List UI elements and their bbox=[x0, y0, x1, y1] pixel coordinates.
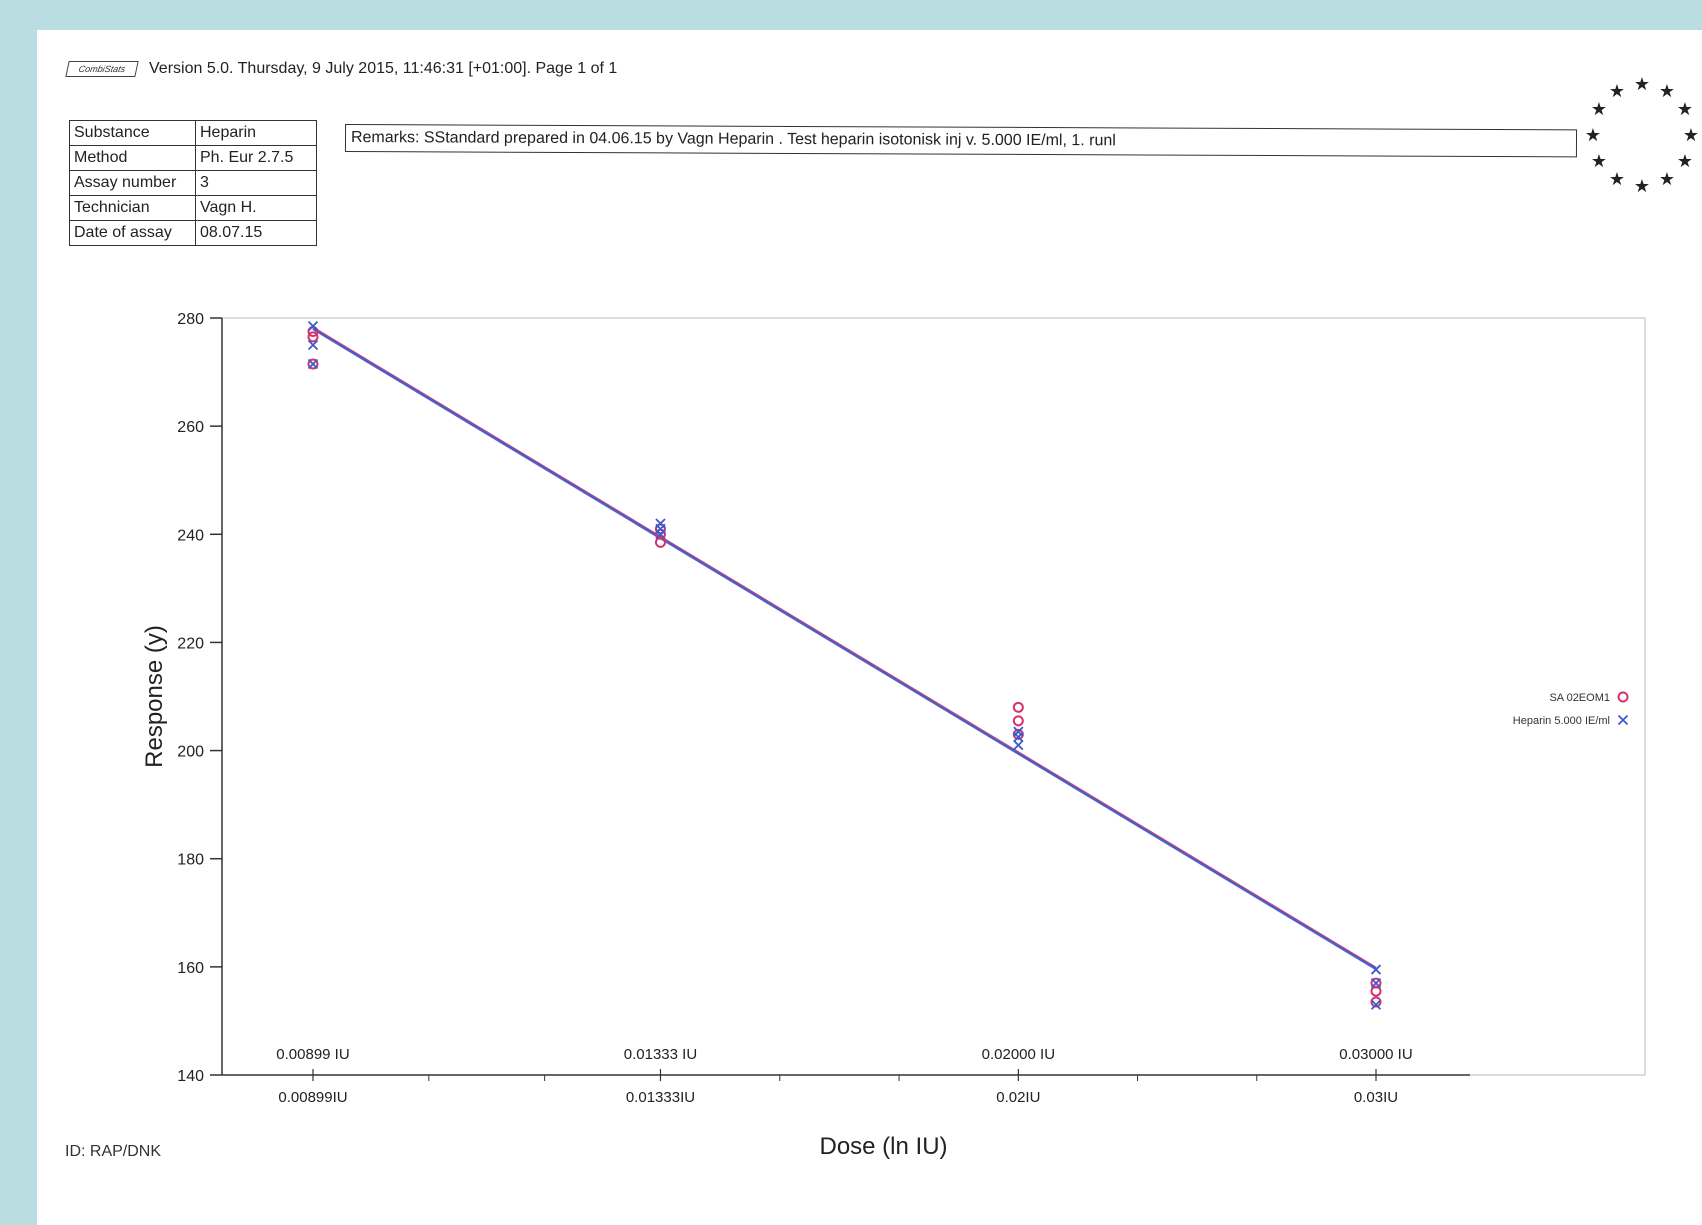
axes: 140 160 180 200 220 240 260 280 0.00899 IU 0.0089… bbox=[177, 311, 1470, 1106]
y-tick-label: 280 bbox=[177, 311, 204, 328]
svg-text:★: ★ bbox=[1677, 151, 1693, 172]
svg-text:★: ★ bbox=[1659, 81, 1675, 102]
data-point-cross bbox=[1013, 731, 1024, 743]
legend-label: SA 02EOM1 bbox=[1549, 692, 1610, 704]
data-point-cross bbox=[655, 529, 666, 540]
y-tick-label: 200 bbox=[177, 744, 204, 761]
y-tick-label: 220 bbox=[177, 635, 204, 652]
x-tick-label-top: 0.01333 IU bbox=[624, 1046, 697, 1063]
data-point-cross bbox=[1013, 740, 1024, 751]
data-point-circle bbox=[1370, 985, 1382, 997]
y-tick-label: 180 bbox=[177, 852, 204, 869]
x-axis-label: Dose (ln IU) bbox=[819, 1133, 947, 1160]
data-point-circle bbox=[1012, 701, 1024, 713]
table-value: Ph. Eur 2.7.5 bbox=[195, 145, 317, 171]
x-tick-label-bottom: 0.01333IU bbox=[626, 1089, 695, 1106]
y-tick-label: 160 bbox=[177, 960, 204, 977]
svg-text:★: ★ bbox=[1683, 125, 1699, 146]
table-value: Heparin bbox=[195, 120, 317, 146]
table-key: Date of assay bbox=[69, 220, 196, 246]
data-point-cross bbox=[307, 339, 319, 351]
x-tick-label-bottom: 0.00899IU bbox=[278, 1089, 347, 1106]
table-row: Date of assay 08.07.15 bbox=[69, 220, 317, 246]
svg-text:★: ★ bbox=[1677, 99, 1693, 120]
svg-text:★: ★ bbox=[1585, 125, 1601, 146]
data-point-cross bbox=[1370, 964, 1382, 975]
data-point-cross bbox=[1370, 977, 1382, 989]
svg-text:★: ★ bbox=[1591, 151, 1607, 172]
x-tick-label-top: 0.00899 IU bbox=[276, 1046, 349, 1063]
fit-lines bbox=[312, 326, 1377, 971]
version-line: Version 5.0. Thursday, 9 July 2015, 11:4… bbox=[149, 60, 618, 77]
report-sheet: CombiStats Version 5.0. Thursday, 9 July… bbox=[37, 30, 1702, 1225]
data-points bbox=[307, 320, 1382, 1010]
svg-text:★: ★ bbox=[1659, 169, 1675, 190]
svg-text:★: ★ bbox=[1609, 81, 1625, 102]
data-point-cross bbox=[1370, 999, 1382, 1010]
table-value: 3 bbox=[195, 170, 317, 196]
plot-area-frame bbox=[221, 317, 1646, 1076]
y-axis-label: Response (y) bbox=[141, 625, 168, 768]
legend: SA 02EOM1 Heparin 5.000 IE/ml bbox=[1513, 691, 1629, 727]
x-tick-label-bottom: 0.03IU bbox=[1354, 1089, 1398, 1106]
eu-stars-emblem-icon: ★ ★★ ★ ★ ★ ★ ★ ★ ★ ★★ bbox=[1585, 74, 1699, 197]
data-point-circle bbox=[1012, 715, 1024, 727]
legend-label: Heparin 5.000 IE/ml bbox=[1513, 715, 1610, 727]
table-row: Substance Heparin bbox=[69, 120, 317, 146]
table-key: Technician bbox=[69, 195, 196, 221]
svg-text:★: ★ bbox=[1591, 99, 1607, 120]
report-id: ID: RAP/DNK bbox=[65, 1143, 162, 1160]
x-tick-label-top: 0.03000 IU bbox=[1339, 1046, 1412, 1063]
report-header: CombiStats Version 5.0. Thursday, 9 July… bbox=[65, 60, 618, 78]
data-point-circle bbox=[307, 358, 319, 370]
data-point-cross bbox=[307, 320, 319, 332]
legend-marker-circle bbox=[1617, 691, 1629, 703]
svg-text:★: ★ bbox=[1609, 169, 1625, 190]
x-tick-label-bottom: 0.02IU bbox=[996, 1089, 1040, 1106]
svg-text:★: ★ bbox=[1634, 176, 1650, 197]
svg-text:★: ★ bbox=[1634, 74, 1650, 95]
fit-line-series-1 bbox=[312, 327, 1377, 971]
table-value: 08.07.15 bbox=[195, 220, 317, 246]
y-tick-label: 260 bbox=[177, 419, 204, 436]
data-point-circle bbox=[1012, 728, 1024, 740]
y-tick-label: 240 bbox=[177, 527, 204, 544]
assay-info-table: Substance Heparin Method Ph. Eur 2.7.5 Ass… bbox=[69, 120, 317, 246]
table-row: Technician Vagn H. bbox=[69, 195, 317, 221]
y-tick-label: 140 bbox=[177, 1068, 204, 1085]
data-point-circle bbox=[307, 331, 319, 343]
data-point-circle bbox=[1370, 996, 1382, 1008]
table-row: Assay number 3 bbox=[69, 170, 317, 196]
x-tick-label-top: 0.02000 IU bbox=[982, 1046, 1055, 1063]
legend-marker-cross bbox=[1617, 714, 1629, 726]
data-point-cross bbox=[307, 358, 319, 370]
table-value: Vagn H. bbox=[195, 195, 317, 221]
